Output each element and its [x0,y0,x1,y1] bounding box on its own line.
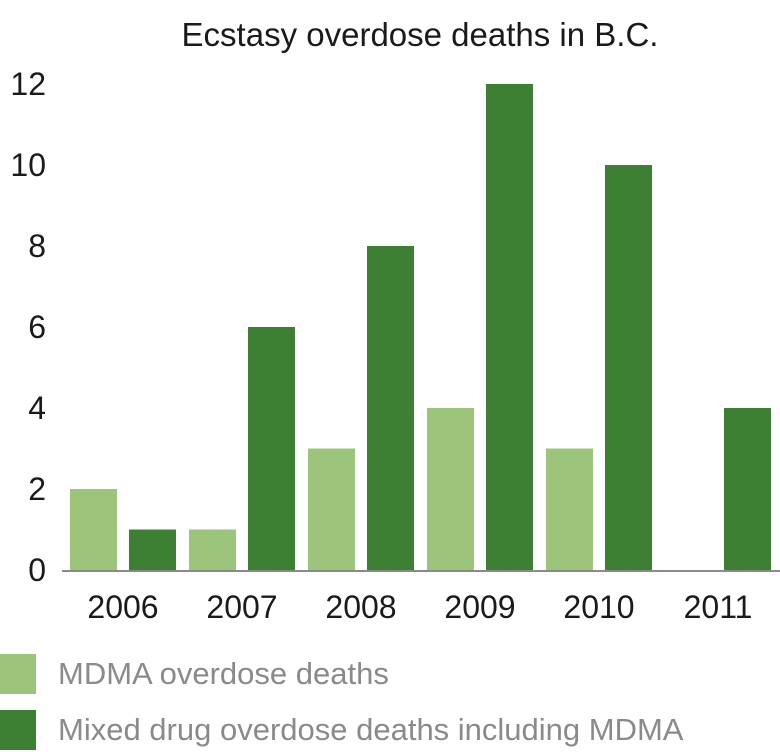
bar-2006-series-1 [129,529,176,570]
bar-2006-series-0 [70,489,117,570]
x-tick-label: 2010 [563,589,634,625]
y-axis: 0 2 4 6 8 10 12 [10,66,46,588]
y-tick-label: 6 [28,309,46,345]
y-tick-label: 0 [28,552,46,588]
x-tick-label: 2011 [684,589,753,625]
bar-2009-series-0 [427,408,474,570]
y-tick-label: 12 [10,66,46,102]
bars [70,84,771,570]
y-tick-label: 2 [28,471,46,507]
bar-2007-series-0 [189,529,236,570]
y-tick-label: 4 [28,390,46,426]
bar-chart: Ecstasy overdose deaths in B.C. 0 2 4 6 8 10 1… [10,16,780,625]
legend-label-mixed: Mixed drug overdose deaths including MDM… [58,712,684,747]
legend-item-mdma: MDMA overdose deaths [0,654,780,694]
bar-2009-series-1 [486,84,533,570]
bar-2010-series-0 [546,448,593,570]
bar-2007-series-1 [248,327,295,570]
x-tick-label: 2008 [325,589,396,625]
legend-label-mdma: MDMA overdose deaths [58,656,389,691]
bar-2011-series-1 [724,408,771,570]
legend-swatch-mdma [0,654,36,694]
legend-swatch-mixed [0,710,36,750]
bar-2008-series-1 [367,246,414,570]
y-tick-label: 10 [10,147,46,183]
x-tick-label: 2009 [444,589,515,625]
x-axis: 2006 2007 2008 2009 2010 2011 [87,589,752,625]
legend-item-mixed: Mixed drug overdose deaths including MDM… [0,710,780,750]
chart-title: Ecstasy overdose deaths in B.C. [182,16,659,53]
x-tick-label: 2007 [206,589,277,625]
x-tick-label: 2006 [87,589,158,625]
bar-2008-series-0 [308,448,355,570]
y-tick-label: 8 [28,228,46,264]
bar-2010-series-1 [605,165,652,570]
